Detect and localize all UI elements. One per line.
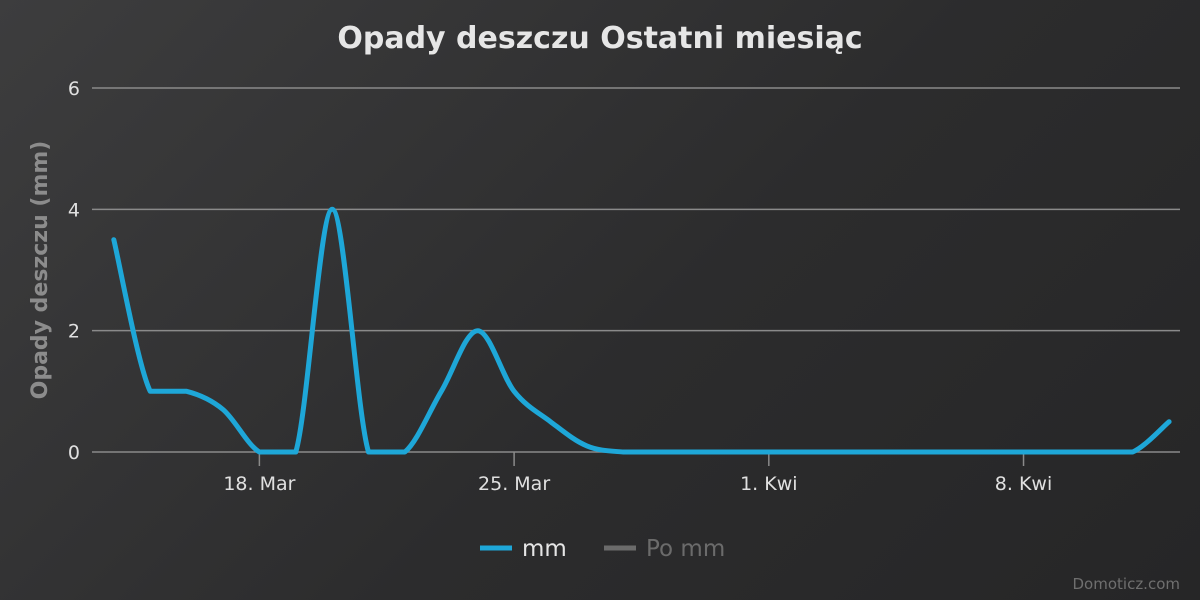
data-point[interactable] <box>1018 446 1030 458</box>
data-point[interactable] <box>945 446 957 458</box>
y-tick-label: 6 <box>68 78 80 100</box>
x-tick-label: 1. Kwi <box>740 473 797 495</box>
data-point[interactable] <box>654 446 666 458</box>
data-point[interactable] <box>617 446 629 458</box>
y-axis-ticks: 0 2 4 6 <box>68 78 80 464</box>
series-lines <box>108 203 1175 458</box>
series-line-mm[interactable] <box>111 206 1172 455</box>
y-axis-label: Opady deszczu (mm) <box>28 141 53 400</box>
data-point[interactable] <box>472 325 484 337</box>
y-tick-label: 2 <box>68 321 80 343</box>
data-point[interactable] <box>508 385 520 397</box>
legend: mm Po mm <box>480 536 725 562</box>
legend-label: mm <box>522 536 567 562</box>
data-point[interactable] <box>217 404 229 416</box>
data-point[interactable] <box>763 446 775 458</box>
chart-title: Opady deszczu Ostatni miesiąc <box>337 21 862 56</box>
data-point[interactable] <box>872 446 884 458</box>
data-point[interactable] <box>1054 446 1066 458</box>
x-tick-label: 8. Kwi <box>995 473 1052 495</box>
data-point[interactable] <box>726 446 738 458</box>
data-point[interactable] <box>181 385 193 397</box>
credit-text[interactable]: Domoticz.com <box>1073 575 1181 593</box>
data-point[interactable] <box>108 234 120 246</box>
data-point[interactable] <box>981 446 993 458</box>
data-point[interactable] <box>1163 416 1175 428</box>
legend-item-po-mm[interactable]: Po mm <box>604 536 725 562</box>
data-point[interactable] <box>544 416 556 428</box>
x-axis-ticks: 18. Mar 25. Mar 1. Kwi 8. Kwi <box>223 452 1052 495</box>
data-point[interactable] <box>1090 446 1102 458</box>
data-point[interactable] <box>1127 446 1139 458</box>
data-point[interactable] <box>363 446 375 458</box>
data-point[interactable] <box>799 446 811 458</box>
legend-item-mm[interactable]: mm <box>480 536 567 562</box>
x-tick-label: 25. Mar <box>478 473 550 495</box>
data-point[interactable] <box>399 446 411 458</box>
y-tick-label: 4 <box>68 199 80 221</box>
data-point[interactable] <box>690 446 702 458</box>
grid-lines <box>92 87 1180 453</box>
data-point[interactable] <box>908 446 920 458</box>
data-point[interactable] <box>144 385 156 397</box>
data-point[interactable] <box>836 446 848 458</box>
data-point[interactable] <box>290 446 302 458</box>
x-tick-label: 18. Mar <box>223 473 295 495</box>
data-point[interactable] <box>326 203 338 215</box>
data-point[interactable] <box>581 440 593 452</box>
data-point[interactable] <box>435 385 447 397</box>
data-point[interactable] <box>253 446 265 458</box>
legend-label: Po mm <box>646 536 725 562</box>
y-tick-label: 0 <box>68 442 80 464</box>
